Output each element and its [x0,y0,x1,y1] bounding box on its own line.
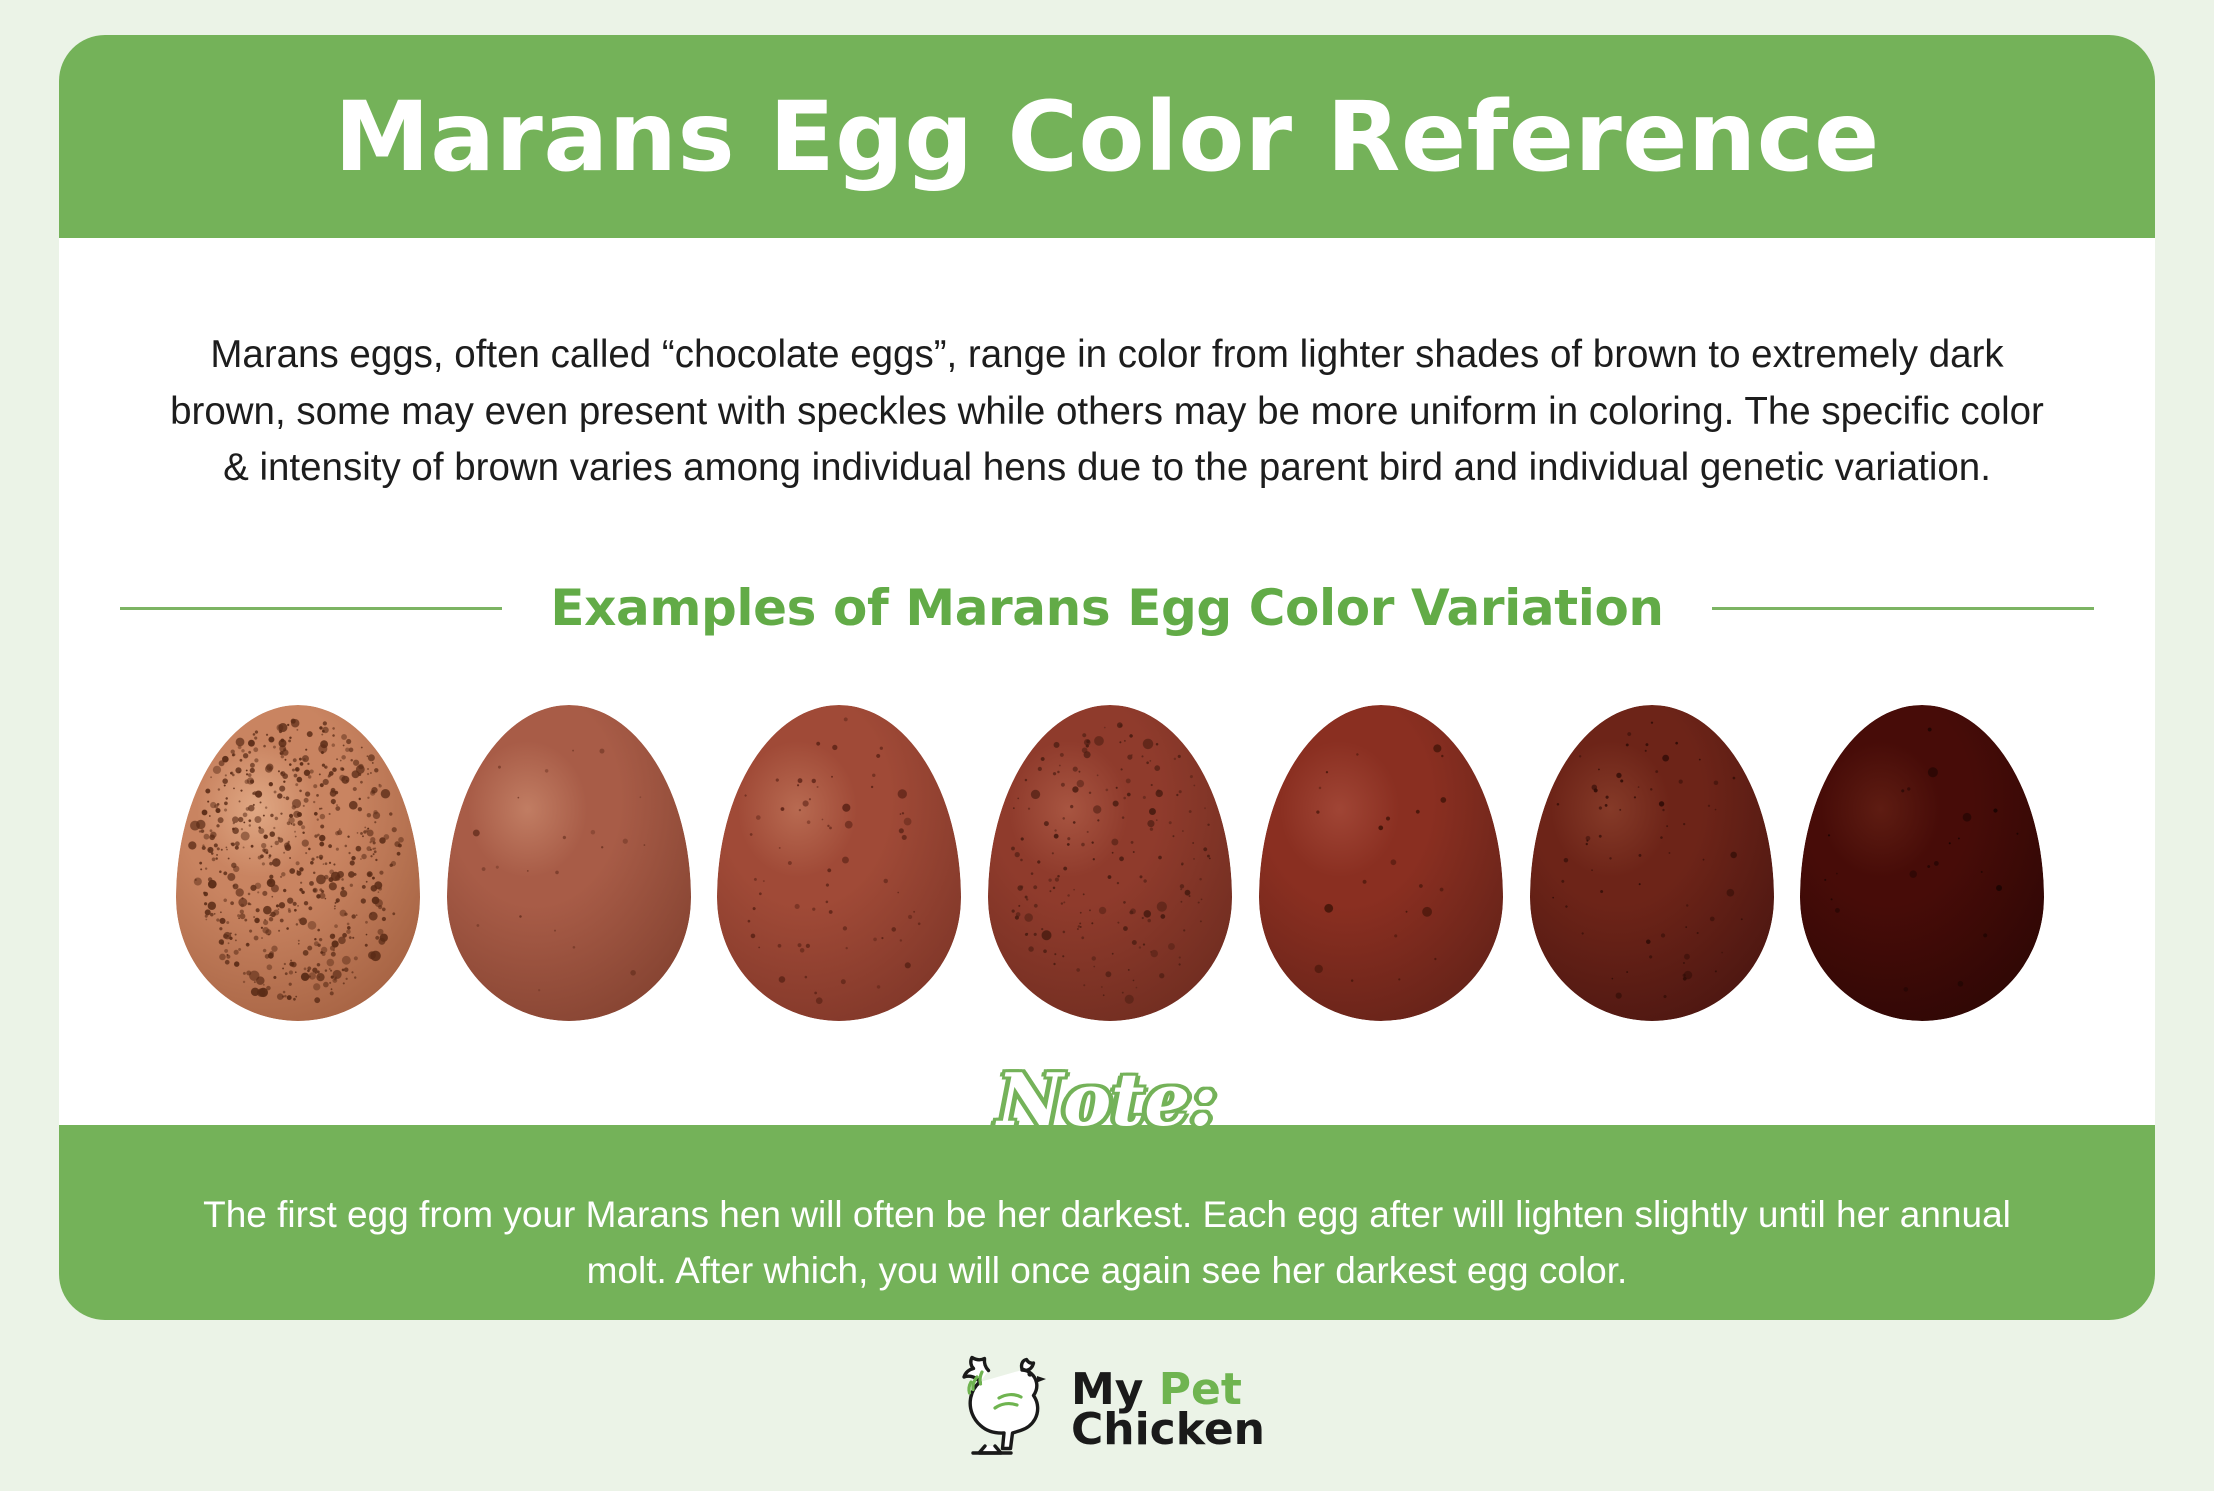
egg-swatch-row [59,670,2155,1060]
logo-chicken-text: Chicken [1070,1404,1266,1455]
egg-speckles [717,705,962,1021]
egg-1-light-speckled [176,705,420,1021]
egg-5-deep-brick [1258,705,1503,1021]
brand-logo: My Pet Chicken [0,1345,2214,1475]
egg-6-dark-chocolate [1529,705,1774,1021]
egg-speckles [1800,705,2045,1021]
egg-speckles [176,705,420,1021]
chicken-icon [949,1352,1057,1469]
egg-3-reddish-brown [717,705,962,1021]
logo-pet-text: Pet [1158,1363,1242,1415]
egg-2-medium-brown [446,705,691,1021]
egg-speckles [988,705,1233,1021]
egg-4-dark-reddish-speckled [988,705,1233,1021]
note-text: The first egg from your Marans hen will … [203,1194,2011,1291]
section-heading: Examples of Marans Egg Color Variation [550,579,1664,637]
divider-line-left [120,606,503,610]
logo-line-1: My Pet [1071,1367,1265,1411]
divider-line-right [1711,606,2094,610]
header-band: Marans Egg Color Reference [59,35,2155,238]
infographic-card: Marans Egg Color Reference Marans eggs, … [59,35,2155,1320]
egg-speckles [1529,705,1774,1021]
logo-my-text: My [1070,1363,1144,1415]
egg-7-darkest-chocolate [1800,705,2045,1021]
footer-band: The first egg from your Marans hen will … [59,1125,2155,1320]
egg-speckles [1258,705,1503,1021]
intro-paragraph: Marans eggs, often called “chocolate egg… [170,333,2044,490]
egg-speckles [446,705,691,1021]
page-title: Marans Egg Color Reference [334,80,1880,193]
section-heading-row: Examples of Marans Egg Color Variation [97,567,2117,649]
logo-wordmark: My Pet Chicken [1070,1367,1266,1455]
